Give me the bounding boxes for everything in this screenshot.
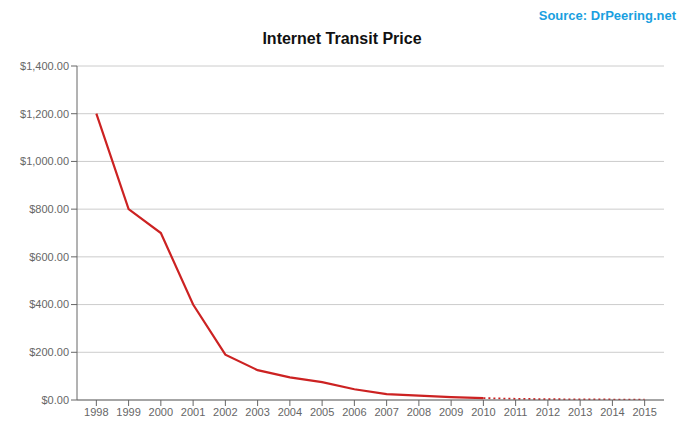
- svg-text:2000: 2000: [149, 406, 173, 418]
- svg-text:2015: 2015: [632, 406, 656, 418]
- svg-text:$0.00: $0.00: [41, 394, 69, 406]
- svg-text:2014: 2014: [600, 406, 624, 418]
- svg-text:2002: 2002: [213, 406, 237, 418]
- svg-text:2006: 2006: [342, 406, 366, 418]
- svg-text:$800.00: $800.00: [29, 203, 69, 215]
- svg-text:$400.00: $400.00: [29, 298, 69, 310]
- svg-text:$1,200.00: $1,200.00: [20, 108, 69, 120]
- svg-text:2005: 2005: [310, 406, 334, 418]
- svg-text:2009: 2009: [439, 406, 463, 418]
- svg-text:2004: 2004: [278, 406, 302, 418]
- svg-text:2001: 2001: [181, 406, 205, 418]
- svg-text:2013: 2013: [568, 406, 592, 418]
- svg-text:1998: 1998: [84, 406, 108, 418]
- svg-text:2003: 2003: [245, 406, 269, 418]
- svg-text:$1,000.00: $1,000.00: [20, 155, 69, 167]
- svg-text:2007: 2007: [374, 406, 398, 418]
- svg-text:2012: 2012: [536, 406, 560, 418]
- svg-text:2010: 2010: [471, 406, 495, 418]
- svg-text:2011: 2011: [504, 406, 528, 418]
- svg-text:1999: 1999: [116, 406, 140, 418]
- html-text:Internet Transit Price: Internet Transit Price: [262, 30, 422, 47]
- svg-text:$200.00: $200.00: [29, 346, 69, 358]
- svg-text:2008: 2008: [407, 406, 431, 418]
- svg-text:$1,400.00: $1,400.00: [20, 60, 69, 72]
- svg-text:$600.00: $600.00: [29, 251, 69, 263]
- html-text:Source: DrPeering.net: Source: DrPeering.net: [538, 8, 676, 23]
